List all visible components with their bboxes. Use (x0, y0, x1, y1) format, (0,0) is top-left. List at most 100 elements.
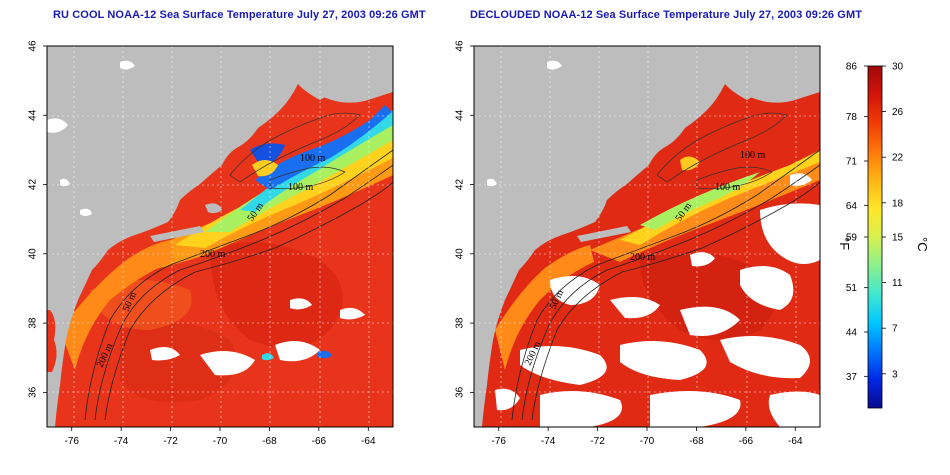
y-tick-label: 44 (455, 109, 466, 121)
x-axis-left: -76 -74 -72 -70 -68 -66 -64 (64, 427, 376, 447)
sst-texture-dark (210, 242, 343, 348)
y-tick-label: 40 (28, 248, 39, 260)
isobath-gulf-of-maine (229, 112, 361, 183)
y-tick-label: 36 (455, 386, 466, 398)
cloud (290, 298, 312, 310)
shelf-water-green (640, 172, 760, 230)
x-tick-label: -72 (590, 436, 605, 447)
cloud (275, 341, 320, 362)
nova-scotia (727, 58, 820, 103)
x-tick-label: -74 (541, 436, 556, 447)
shelf-water-yellow-patch (680, 156, 700, 171)
temperature-colorbar: 86 78 71 64 59 51 44 37 30 26 22 18 15 11 7 3 °F °C (837, 62, 930, 409)
graticule (474, 46, 820, 427)
land-mass (47, 46, 393, 427)
cloud (47, 118, 68, 133)
cloud (200, 351, 255, 376)
colorbar-gradient (867, 65, 883, 409)
isobath-50m (84, 149, 393, 421)
contour-label: 200 m (630, 252, 656, 263)
x-axis-right: -76 -74 -72 -70 -68 -66 -64 (491, 427, 803, 447)
celsius-tick-label: 18 (892, 198, 904, 209)
celsius-tick-label: 11 (892, 278, 903, 289)
coastal-warm-water (60, 240, 175, 370)
celsius-tick-label: 26 (892, 107, 904, 118)
celsius-tick-label: 30 (892, 62, 904, 73)
cloud (340, 307, 365, 320)
y-tick-label: 38 (28, 317, 39, 329)
isobath-gulf-of-maine (656, 112, 788, 183)
land-mass (474, 46, 820, 427)
x-tick-label: -70 (640, 436, 655, 447)
fahrenheit-tick-label: 51 (846, 283, 858, 294)
x-tick-label: -66 (739, 436, 754, 447)
left-sst-map: 100 m 100 m 50 m 200 m 50 m 200 m -76 -74… (28, 40, 394, 447)
graticule (47, 46, 393, 427)
x-tick-label: -68 (689, 436, 704, 447)
y-tick-label: 44 (28, 109, 39, 121)
fahrenheit-tick-label: 71 (846, 157, 858, 168)
celsius-tick-label: 15 (892, 233, 904, 244)
fahrenheit-tick-label: 44 (846, 328, 858, 339)
celsius-tick-label: 3 (892, 369, 898, 380)
fahrenheit-ticks: 86 78 71 64 59 51 44 37 (846, 62, 868, 383)
y-tick-label: 38 (455, 317, 466, 329)
x-tick-label: -76 (491, 436, 506, 447)
isobath-100m (521, 164, 820, 421)
fahrenheit-tick-label: 86 (846, 62, 858, 73)
cape-cod (205, 203, 222, 214)
left-panel-title: RU COOL NOAA-12 Sea Surface Temperature … (53, 9, 426, 21)
y-tick-label: 42 (28, 179, 39, 191)
y-tick-label: 46 (28, 40, 39, 52)
celsius-tick-label: 7 (892, 324, 898, 335)
isobath-200m (531, 181, 820, 421)
y-tick-label: 36 (28, 386, 39, 398)
isobath-50m (511, 149, 820, 421)
contour-label: 100 m (288, 182, 314, 193)
x-tick-label: -74 (114, 436, 129, 447)
fahrenheit-unit-label: °F (837, 237, 852, 250)
fahrenheit-tick-label: 37 (846, 372, 858, 383)
contour-label: 200 m (200, 249, 226, 260)
shelf-water-blue (255, 105, 392, 190)
shelf-water-yellow-patch (252, 160, 278, 177)
masked-regions (495, 173, 820, 427)
isobath-200m (104, 181, 393, 421)
y-axis-left: 46 44 42 40 38 36 (28, 40, 47, 398)
contour-label: 100 m (300, 153, 326, 164)
x-tick-label: -66 (312, 436, 327, 447)
y-tick-label: 46 (455, 40, 466, 52)
lake (120, 60, 135, 70)
x-tick-label: -76 (64, 436, 79, 447)
x-tick-label: -72 (163, 436, 178, 447)
cloud (150, 346, 180, 361)
contour-label: 100 m (740, 150, 766, 161)
lake (80, 208, 92, 216)
y-tick-label: 42 (455, 179, 466, 191)
cloud-blue-edge (262, 353, 274, 361)
isobath-georges-bank (696, 166, 773, 190)
contour-label: 100 m (715, 182, 741, 193)
celsius-tick-label: 22 (892, 153, 904, 164)
cloud-blue-edge (318, 350, 332, 359)
lake (487, 178, 497, 187)
fahrenheit-tick-label: 78 (846, 112, 858, 123)
y-tick-label: 40 (455, 248, 466, 260)
x-tick-label: -70 (213, 436, 228, 447)
celsius-unit-label: °C (915, 237, 930, 252)
fahrenheit-tick-label: 59 (846, 233, 858, 244)
coastal-warm-water (495, 245, 594, 370)
x-tick-label: -64 (361, 436, 376, 447)
long-island (577, 226, 631, 242)
isobath-100m (94, 164, 393, 421)
celsius-ticks: 30 26 22 18 15 11 7 3 (882, 62, 904, 380)
right-sst-map: 100 m 100 m 50 m 200 m 50 m 200 m -76 -74… (455, 40, 821, 447)
sst-texture-dark (120, 322, 236, 403)
isobath-georges-bank (269, 166, 346, 190)
right-panel-title: DECLOUDED NOAA-12 Sea Surface Temperatur… (470, 9, 863, 21)
long-island (150, 226, 204, 242)
fahrenheit-tick-label: 64 (846, 201, 858, 212)
x-tick-label: -68 (262, 436, 277, 447)
lake (547, 60, 562, 70)
